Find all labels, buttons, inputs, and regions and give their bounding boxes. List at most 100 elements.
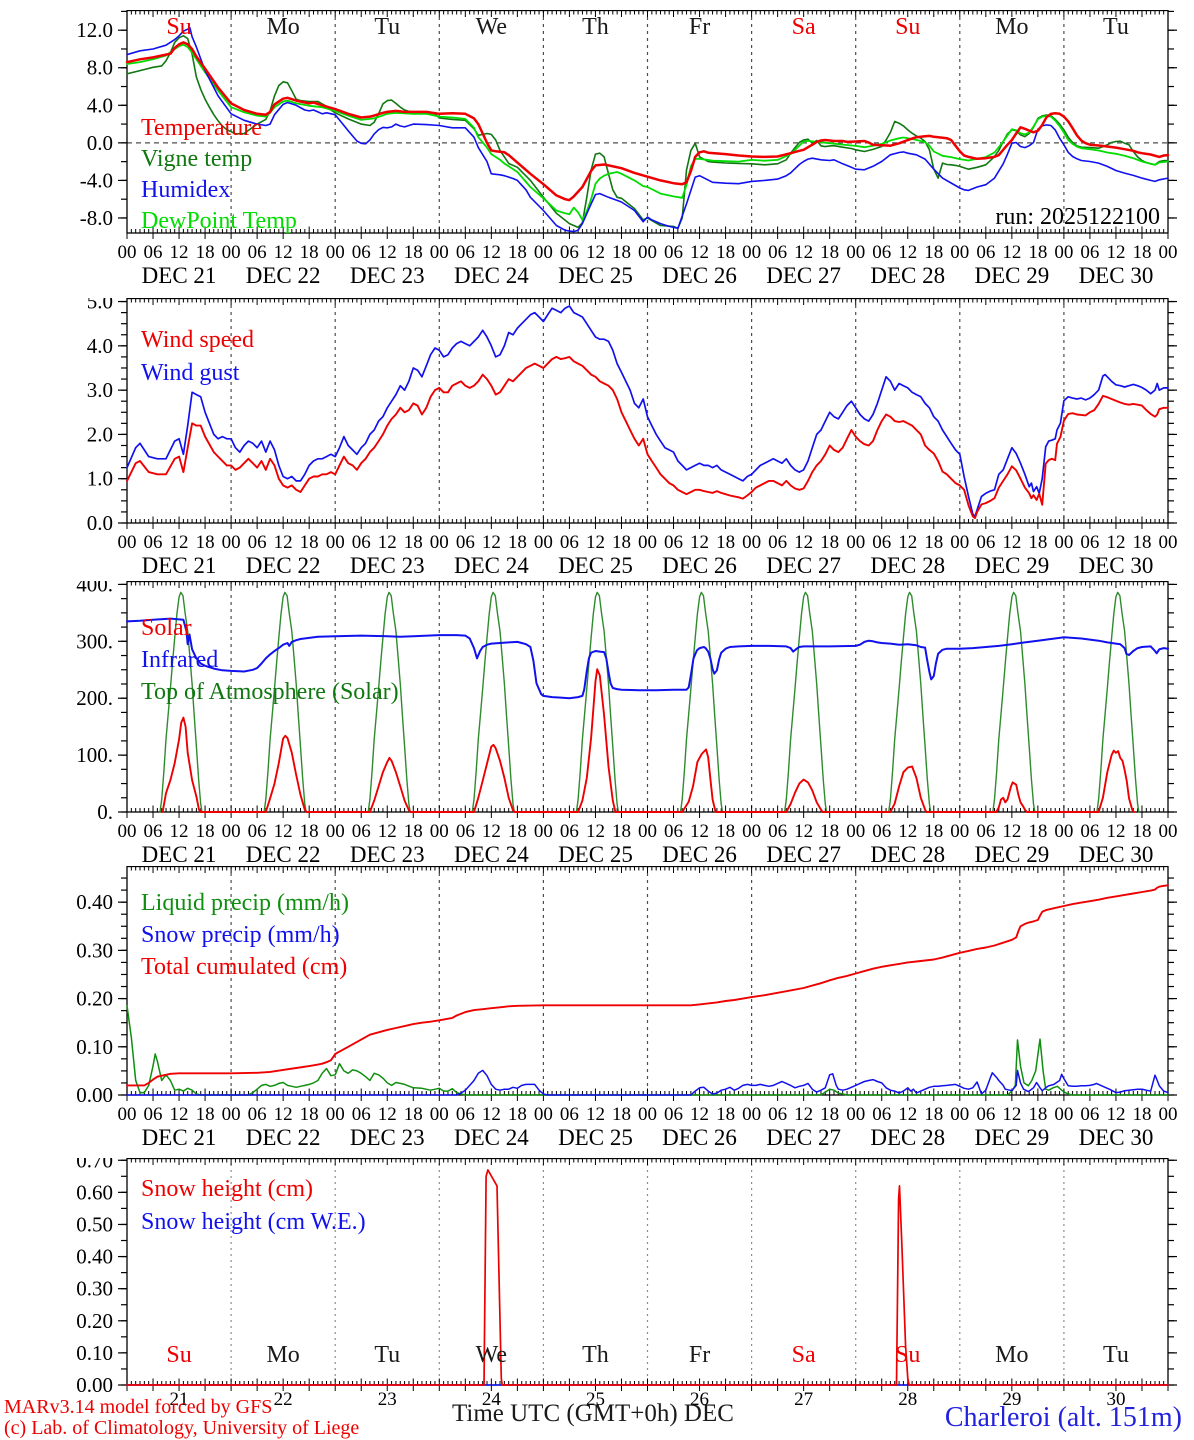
x-day-label: DEC 22 [246, 842, 321, 867]
x-hour-label: 06 [1080, 1104, 1099, 1125]
series-group [126, 591, 1169, 813]
x-hour-label: 00 [534, 821, 553, 842]
x-hour-label: 00 [950, 532, 969, 553]
x-hour-label: 12 [898, 1104, 917, 1125]
x-hour-label: 06 [144, 821, 163, 842]
x-day-label: DEC 29 [974, 1125, 1049, 1150]
series-group [125, 26, 1170, 233]
x-hour-label: 00 [846, 532, 865, 553]
x-day-label: DEC 27 [766, 842, 841, 867]
x-tick-labels: 00 06 12 18 00 06 12 18 00 06 12 18 00 06 12 18 00 06 12 18… [118, 1104, 1178, 1150]
x-hour-label: 00 [950, 821, 969, 842]
legend-temperature-3: DewPoint Temp [141, 208, 297, 234]
x-hour-label: 06 [248, 532, 267, 553]
x-hour-label: 00 [534, 1104, 553, 1125]
x-hour-label: 18 [716, 532, 735, 553]
x-hour-label: 06 [768, 242, 787, 263]
x-hour-label: 00 [430, 821, 449, 842]
legend-energy-fluxes-1: Infrared [141, 647, 218, 673]
x-hour-label: 00 [1054, 242, 1073, 263]
legend: Liquid precip (mm/h) Snow precip (mm/h) To… [141, 890, 349, 980]
x-hour-label: 00 [846, 821, 865, 842]
x-hour-label: 00 [950, 242, 969, 263]
x-day-label: DEC 22 [246, 263, 321, 288]
legend-temperature-2: Humidex [141, 177, 230, 203]
day-name-label: Th [582, 1342, 609, 1368]
x-hour-label: 00 [326, 1104, 345, 1125]
x-day-label: DEC 24 [454, 553, 529, 578]
legend-energy-fluxes-2: Top of Atmosphere (Solar) [141, 679, 399, 705]
gridlines [230, 866, 1065, 1095]
x-day-number: 26 [690, 1389, 709, 1410]
day-name-label: Tu [374, 1342, 400, 1368]
x-day-number: 28 [898, 1389, 917, 1410]
series-solar [161, 668, 1136, 813]
x-hour-label: 18 [612, 821, 631, 842]
x-day-label: DEC 24 [454, 1125, 529, 1150]
x-hour-label: 12 [898, 821, 917, 842]
x-hour-label: 12 [274, 1104, 293, 1125]
series-dewpoint-temp [126, 43, 1169, 221]
x-hour-label: 12 [274, 532, 293, 553]
x-hour-label: 12 [170, 1104, 189, 1125]
series-wind-speed [126, 355, 1169, 520]
x-hour-label: 18 [820, 1104, 839, 1125]
chart-snow-height: 0.70 0.60 0.50 0.40 0.30 0.20 0.10 0.00 Snow hei… [76, 1158, 1177, 1410]
x-hour-label: 18 [196, 532, 215, 553]
x-hour-label: 00 [742, 821, 761, 842]
x-hour-label: 00 [326, 242, 345, 263]
x-day-label: DEC 22 [246, 553, 321, 578]
x-day-number: 21 [170, 1389, 189, 1410]
x-day-label: DEC 27 [766, 263, 841, 288]
x-hour-label: 06 [976, 532, 995, 553]
y-ticks [118, 10, 1177, 219]
x-hour-label: 06 [144, 1104, 163, 1125]
x-day-label: DEC 28 [870, 842, 945, 867]
y-tick-label: 200. [76, 686, 113, 710]
panel-wind: 5.0 4.0 3.0 2.0 1.0 0.0 Wind speed Wind gust 00 0… [0, 298, 1194, 581]
x-hour-label: 12 [274, 821, 293, 842]
x-day-number: 30 [1106, 1389, 1125, 1410]
x-hour-label: 06 [560, 1104, 579, 1125]
x-day-label: DEC 30 [1079, 263, 1154, 288]
x-hour-label: 18 [1028, 1104, 1047, 1125]
x-day-label: DEC 24 [454, 263, 529, 288]
x-day-label: DEC 27 [766, 553, 841, 578]
x-day-label: DEC 22 [246, 1125, 321, 1150]
x-day-label: DEC 28 [870, 1125, 945, 1150]
x-hour-label: 12 [898, 242, 917, 263]
x-hour-label: 12 [1002, 1104, 1021, 1125]
y-tick-label: 0.10 [76, 1035, 113, 1059]
x-hour-label: 18 [1132, 821, 1151, 842]
day-name-labels: Su Mo Tu We Th Fr Sa Su Mo Tu [166, 14, 1128, 40]
y-tick-label: 5.0 [87, 298, 113, 314]
plot-border [126, 10, 1169, 234]
series-snow-precip [126, 1069, 1169, 1096]
day-name-labels: Su Mo Tu We Th Fr Sa Su Mo Tu [166, 1342, 1128, 1368]
x-day-label: DEC 30 [1079, 553, 1154, 578]
x-day-number: 22 [274, 1389, 293, 1410]
x-hour-label: 00 [1159, 532, 1178, 553]
day-name-label: Mo [266, 14, 299, 40]
x-hour-label: 06 [352, 242, 371, 263]
x-hour-label: 12 [170, 532, 189, 553]
y-tick-label: 300. [76, 629, 113, 653]
day-name-label: Mo [266, 1342, 299, 1368]
x-hour-label: 12 [1002, 532, 1021, 553]
x-hour-label: 18 [1028, 821, 1047, 842]
x-day-label: DEC 21 [142, 842, 217, 867]
x-hour-label: 00 [118, 242, 137, 263]
x-day-label: DEC 21 [142, 263, 217, 288]
x-hour-label: 18 [716, 1104, 735, 1125]
day-name-label: Su [895, 14, 920, 40]
y-tick-label: 4.0 [87, 93, 113, 117]
x-hour-label: 06 [872, 242, 891, 263]
x-hour-label: 06 [352, 1104, 371, 1125]
x-hour-label: 00 [430, 532, 449, 553]
x-hour-label: 18 [300, 242, 319, 263]
x-hour-label: 06 [248, 1104, 267, 1125]
y-tick-label: 100. [76, 743, 113, 767]
series-group [126, 1169, 1169, 1386]
x-hour-label: 18 [612, 1104, 631, 1125]
